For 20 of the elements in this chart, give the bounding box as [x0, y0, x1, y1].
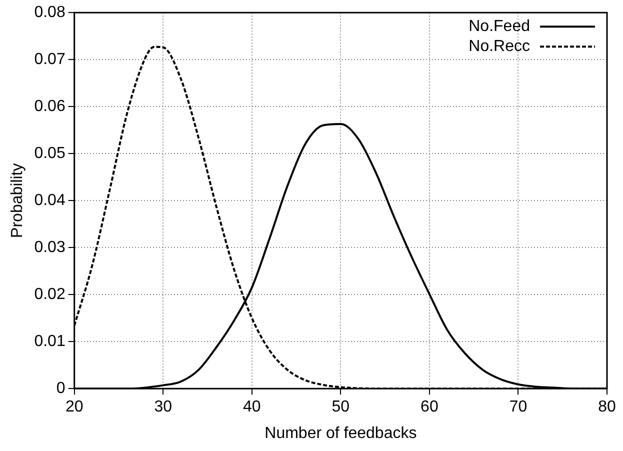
x-axis-title: Number of feedbacks — [264, 424, 417, 442]
y-tick-label: 0.05 — [34, 145, 66, 162]
y-tick-label: 0.07 — [34, 51, 66, 68]
legend-label: No.Recc — [468, 38, 530, 56]
y-tick-label: 0.02 — [34, 286, 66, 304]
y-tick-label: 0.04 — [34, 192, 66, 210]
x-tick-label: 40 — [242, 398, 261, 416]
x-tick-label: 20 — [65, 398, 84, 416]
y-tick-label: 0 — [56, 380, 66, 398]
legend-label: No.Feed — [468, 18, 530, 36]
y-tick-label: 0.01 — [34, 333, 66, 350]
y-tick-label: 0.03 — [34, 239, 66, 256]
x-tick-label: 30 — [154, 398, 172, 416]
y-axis-title: Probability — [9, 163, 26, 238]
x-tick-label: 50 — [332, 398, 350, 416]
y-tick-label: 0.06 — [34, 98, 66, 116]
x-tick-label: 70 — [509, 398, 528, 416]
y-tick-label: 0.08 — [34, 4, 66, 22]
x-tick-label: 80 — [598, 398, 616, 416]
x-tick-label: 60 — [420, 398, 438, 416]
